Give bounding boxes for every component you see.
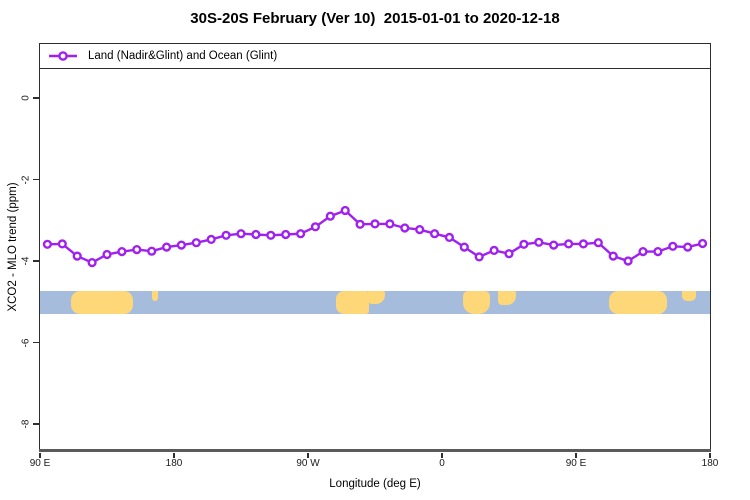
x-tick-mark — [575, 453, 577, 458]
data-point-marker — [563, 239, 574, 249]
data-point-marker — [206, 234, 216, 245]
data-point-marker — [653, 247, 663, 257]
data-point-marker — [400, 223, 410, 233]
y-tick-label: -6 — [20, 338, 32, 347]
y-tick-mark — [33, 97, 39, 99]
data-point-marker — [42, 239, 53, 249]
data-point-marker — [161, 242, 172, 252]
x-tick-label: 180 — [165, 458, 183, 469]
x-tick-label: 0 — [439, 458, 445, 469]
land-segment-south-america-east — [368, 291, 386, 304]
data-point-marker — [623, 256, 633, 266]
land-segment-australia — [71, 291, 134, 314]
data-point-marker — [578, 239, 589, 249]
data-point-marker — [87, 258, 97, 268]
world-map-band — [40, 291, 710, 314]
data-point-marker — [534, 237, 544, 247]
y-tick-mark — [33, 260, 39, 262]
land-segment-madagascar — [497, 291, 516, 305]
data-point-marker — [608, 251, 618, 261]
y-tick-mark — [33, 423, 39, 425]
data-point-marker — [593, 238, 603, 248]
y-tick-mark — [33, 341, 39, 344]
trend-line — [47, 209, 703, 264]
data-point-marker — [340, 205, 350, 216]
x-tick-mark — [307, 453, 309, 458]
x-tick-mark — [441, 453, 443, 458]
data-point-marker — [325, 211, 335, 221]
data-point-marker — [310, 222, 321, 232]
data-point-marker — [474, 252, 484, 262]
data-point-marker — [549, 240, 559, 250]
y-tick-mark — [33, 178, 39, 181]
land-segment-new-caledonia-wrap — [681, 291, 696, 302]
data-point-marker — [355, 219, 365, 229]
x-tick-mark — [39, 453, 41, 458]
data-point-marker — [132, 245, 142, 255]
data-point-marker — [102, 249, 112, 260]
data-point-marker — [489, 245, 499, 256]
data-point-marker — [370, 219, 380, 229]
data-point-marker — [459, 242, 469, 252]
data-point-marker — [281, 229, 291, 240]
land-segment-new-caledonia — [151, 291, 159, 301]
data-point-marker — [444, 232, 455, 243]
y-tick-label: -2 — [20, 175, 32, 184]
data-point-marker — [697, 238, 708, 249]
x-axis-label: Longitude (deg E) — [329, 478, 421, 490]
data-point-marker — [504, 249, 514, 259]
x-tick-mark — [173, 453, 175, 458]
data-point-marker — [147, 246, 157, 256]
y-tick-label: 0 — [20, 95, 32, 101]
data-point-marker — [266, 230, 276, 240]
x-tick-label: 90 E — [565, 458, 587, 469]
data-point-marker — [221, 230, 231, 240]
data-point-marker — [176, 240, 187, 250]
legend-series-label: Land (Nadir&Glint) and Ocean (Glint) — [88, 50, 278, 62]
x-tick-label: 90 E — [29, 458, 51, 469]
data-point-marker — [430, 229, 440, 239]
x-tick-label: 180 — [701, 458, 719, 469]
data-point-marker — [385, 219, 395, 229]
x-axis-line — [39, 449, 711, 452]
x-tick-mark — [709, 453, 711, 458]
data-point-marker — [191, 238, 201, 248]
data-point-marker — [72, 251, 82, 261]
legend-series-marker-icon — [49, 51, 77, 61]
data-point-marker — [668, 241, 678, 251]
data-point-marker — [519, 239, 529, 249]
data-point-marker — [296, 229, 306, 239]
data-point-marker — [57, 239, 67, 249]
data-point-marker — [117, 247, 127, 257]
land-segment-south-america — [336, 291, 370, 314]
land-segment-australia-wrap — [608, 291, 667, 314]
legend: Land (Nadir&Glint) and Ocean (Glint) — [40, 44, 710, 69]
data-point-marker — [415, 225, 425, 235]
trend-plot-svg — [42, 205, 708, 268]
data-point-marker — [638, 247, 648, 257]
data-point-marker — [236, 229, 246, 239]
chart-title: 30S-20S February (Ver 10) 2015-01-01 to … — [190, 10, 560, 27]
x-tick-label: 90 W — [296, 458, 320, 469]
y-tick-label: -8 — [20, 419, 32, 429]
y-tick-label: -4 — [20, 256, 32, 266]
data-point-marker — [683, 242, 693, 252]
land-segment-southern-africa — [462, 291, 491, 314]
y-axis-label: XCO2 - MLO trend (ppm) — [7, 182, 19, 312]
data-point-marker — [251, 229, 261, 240]
plot-area: Land (Nadir&Glint) and Ocean (Glint) — [39, 43, 711, 452]
